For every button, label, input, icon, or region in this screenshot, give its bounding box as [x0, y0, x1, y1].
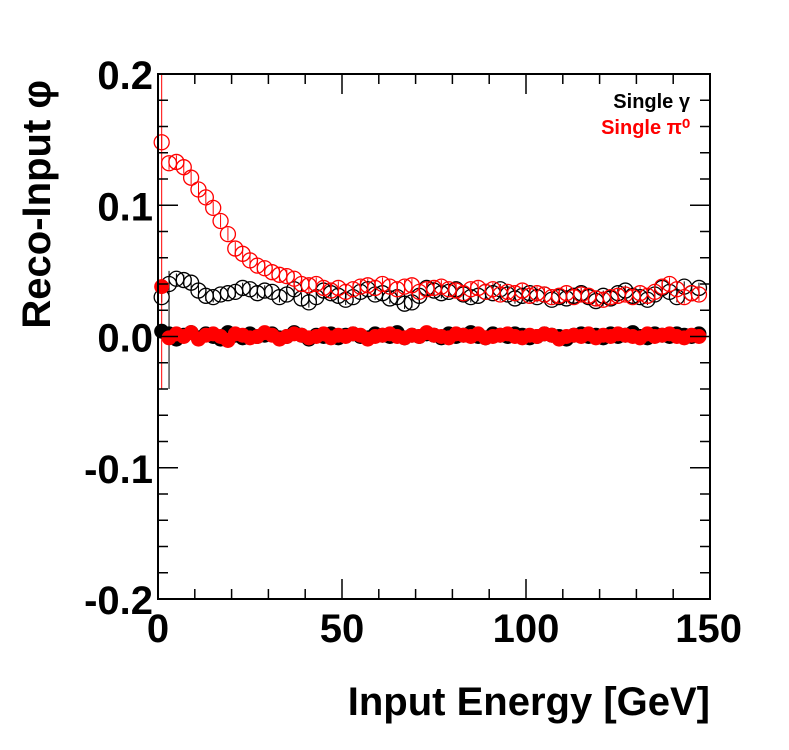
data-point-open [278, 267, 295, 285]
data-point-open [639, 287, 656, 304]
data-point-open [256, 282, 273, 299]
data-point-open [396, 278, 413, 295]
data-point-open [205, 199, 222, 217]
data-point-open [528, 285, 546, 302]
data-point-open [595, 291, 612, 308]
data-point-open [249, 257, 266, 274]
data-point-open [271, 288, 288, 306]
data-point-open [308, 275, 325, 293]
data-point-filled [154, 279, 170, 295]
data-point-open [182, 169, 200, 186]
data-point-open [690, 286, 708, 303]
data-point-open [411, 283, 428, 301]
y-tick-label: -0.1 [84, 448, 153, 492]
data-point-open [153, 134, 170, 151]
data-point-open [455, 285, 472, 302]
data-point-open [543, 288, 560, 306]
data-point-open [683, 285, 700, 302]
legend-entry-single-pi0: Single π⁰ [601, 117, 690, 139]
markers-layer [153, 134, 708, 348]
data-point-open [374, 275, 391, 293]
data-point-open [256, 260, 273, 277]
data-point-open [205, 288, 222, 306]
data-point-open [212, 212, 229, 230]
y-tick-label: 0.1 [97, 185, 153, 229]
y-tick-label: -0.2 [84, 579, 153, 623]
y-tick-label: 0.0 [97, 317, 153, 361]
y-axis-title: Reco-Input φ [15, 80, 59, 329]
data-point-open [219, 285, 237, 302]
data-point-open [580, 287, 597, 304]
data-point-open [271, 266, 288, 283]
x-tick-label: 150 [675, 607, 742, 651]
data-point-open [234, 279, 251, 297]
x-tick-label: 0 [147, 607, 169, 651]
y-tick-label: 0.2 [97, 54, 153, 98]
data-point-open [337, 283, 354, 301]
data-point-open [175, 271, 192, 289]
data-point-open [573, 286, 590, 303]
legend-entry-single-gamma: Single γ [613, 91, 691, 113]
data-point-open [263, 264, 281, 281]
data-point-open [433, 278, 450, 295]
data-point-open [396, 295, 413, 312]
data-point-open [389, 281, 406, 298]
axis-tick-labels: 0 50 100 150 -0.2 -0.1 0.0 0.1 0.2 [84, 54, 742, 651]
data-point-open [219, 225, 237, 243]
data-point-open [344, 281, 362, 298]
data-point-open [168, 270, 185, 287]
data-point-open [160, 155, 178, 172]
x-axis-title: Input Energy [GeV] [348, 680, 710, 724]
axis-ticks [157, 73, 711, 600]
x-tick-label: 100 [493, 607, 560, 651]
legend: Single γ Single π⁰ [601, 91, 691, 139]
x-tick-label: 50 [320, 607, 365, 651]
data-point-open [440, 281, 457, 298]
